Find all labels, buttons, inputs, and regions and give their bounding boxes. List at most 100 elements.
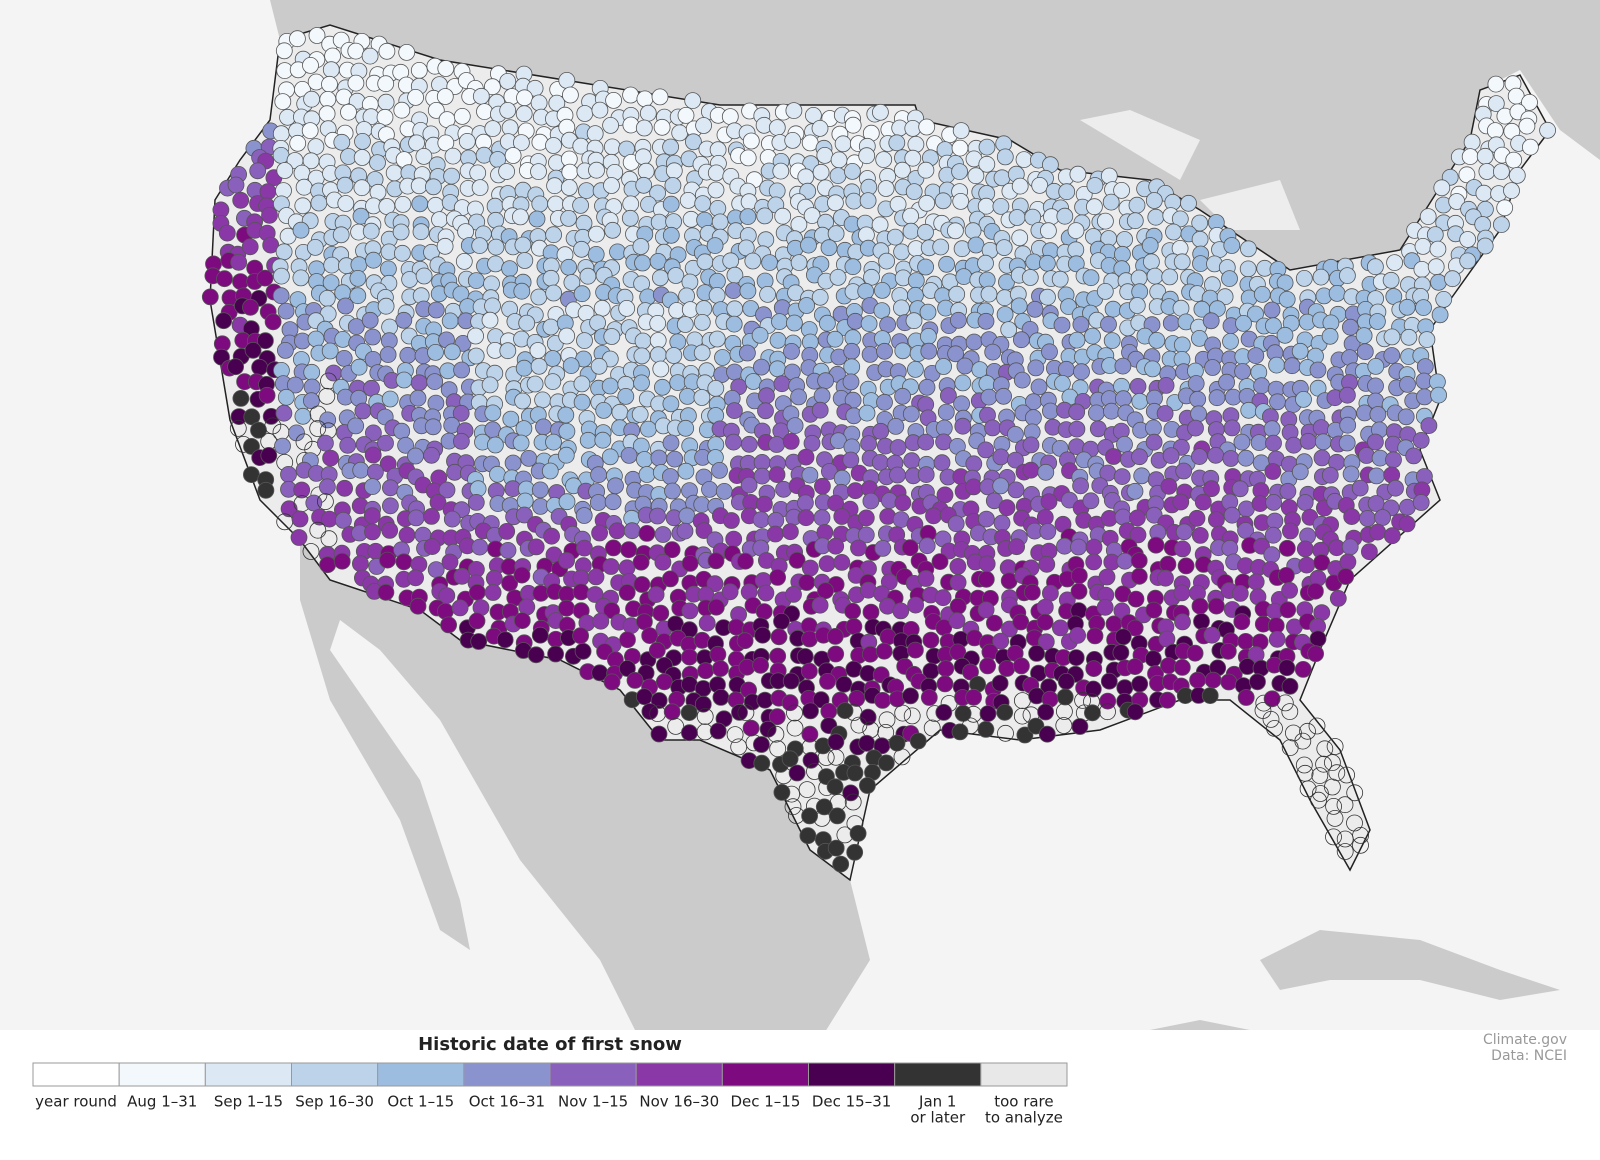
station-dot [639,104,657,122]
station-dot [1268,356,1285,374]
station-dot [1190,405,1207,423]
station-dot [316,434,334,452]
station-dot [759,285,776,303]
station-dot [832,855,850,873]
station-dot [244,341,262,359]
station-dot [412,223,430,241]
station-dot [714,349,731,366]
station-dot [1266,720,1283,737]
station-dot [1056,537,1073,555]
station-dot [648,641,666,659]
station-dot [1204,359,1221,376]
station-dot [768,182,786,200]
station-dot [1278,659,1296,677]
station-dot [698,614,716,632]
station-dot [1015,151,1033,169]
station-dot [768,466,786,484]
station-dot [347,318,365,336]
station-dot [1355,327,1373,345]
station-dot [366,463,384,481]
station-dot [520,449,538,467]
station-dot [772,162,790,180]
station-dot [471,179,489,197]
station-dot [1067,241,1085,259]
station-dot [918,194,936,212]
station-dot [438,481,456,499]
station-dot [846,843,864,861]
station-dot [622,195,640,213]
station-dot [216,270,233,288]
station-dot [918,537,936,555]
station-dot [769,360,786,378]
station-dot [1307,582,1324,600]
station-dot [1337,568,1355,585]
station-dot [773,613,790,630]
station-dot [1413,260,1431,278]
station-dot [1418,331,1436,349]
station-dot [333,133,351,151]
station-dot [816,146,834,164]
station-dot [769,647,787,665]
station-dot [242,298,259,316]
station-dot [801,725,819,743]
station-dot [295,178,313,196]
station-dot [721,108,739,125]
station-dot [706,237,724,255]
station-dot [1220,673,1238,691]
station-dot [654,378,671,396]
station-dot [307,138,325,156]
station-dot [1160,477,1178,495]
station-dot [721,583,739,601]
station-dot [785,586,802,603]
station-dot [1430,386,1447,404]
station-dot [407,509,425,527]
station-dot [1486,122,1504,140]
station-dot [426,373,444,391]
station-dot [1461,148,1479,166]
station-dot [602,117,619,134]
station-dot [934,589,952,607]
station-dot [530,94,548,112]
station-dot [1314,433,1332,451]
station-dot [1013,657,1030,675]
station-dot [903,707,921,725]
station-dot [862,603,880,621]
station-dot [362,222,380,240]
station-dot [1037,633,1055,651]
station-dot [667,718,685,735]
station-dot [757,584,775,602]
station-dot [1174,613,1191,631]
station-dot [1240,240,1257,258]
station-dot [334,330,352,348]
station-dot [1145,192,1163,209]
station-dot [1161,268,1179,286]
station-dot [715,482,733,500]
station-dot [649,507,666,525]
station-dot [949,597,967,615]
station-dot [1068,420,1086,438]
station-dot [801,662,818,680]
station-dot [484,584,502,601]
station-dot [1352,827,1369,844]
station-dot [452,432,470,450]
legend-label: Sep 16–30 [295,1093,374,1111]
station-dot [1367,433,1384,451]
station-dot [1263,420,1281,438]
station-dot [874,692,891,709]
station-dot [693,313,711,331]
station-dot [1400,328,1418,346]
station-dots [201,27,1556,873]
station-dot [532,584,550,602]
station-dot [1100,672,1118,690]
station-dot [827,645,845,663]
station-dot [955,268,973,286]
station-dot [1086,627,1104,645]
station-dot [1493,216,1510,234]
station-dot [1429,240,1447,258]
station-dot [920,327,937,345]
station-dot [354,402,372,420]
station-dot [587,568,605,586]
station-dot [664,482,681,500]
station-dot [626,672,644,689]
mexico [300,540,870,1040]
